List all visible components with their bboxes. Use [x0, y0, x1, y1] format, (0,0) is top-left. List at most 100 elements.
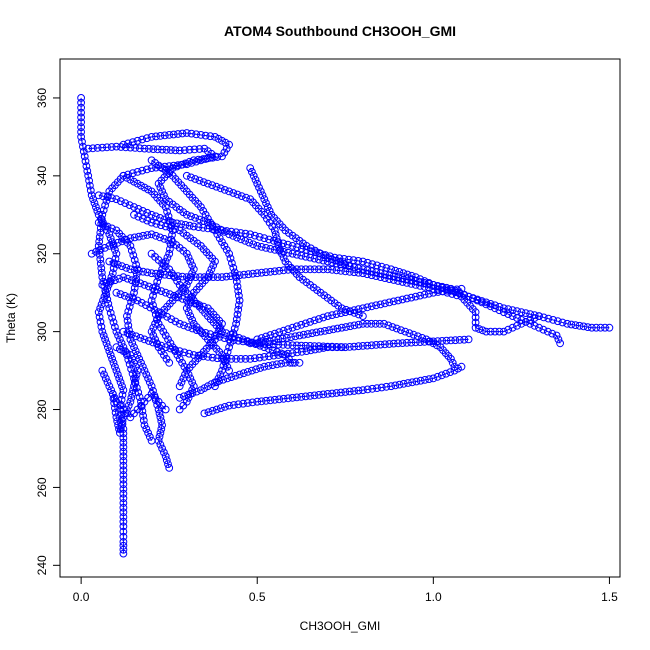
- data-point: [387, 382, 396, 391]
- data-point: [216, 370, 225, 379]
- data-point: [117, 339, 126, 348]
- data-point: [266, 331, 275, 339]
- data-point: [147, 269, 156, 278]
- data-point: [275, 395, 284, 404]
- data-point: [367, 341, 376, 350]
- x-tick-label: 1.5: [601, 590, 618, 604]
- data-point: [372, 272, 381, 281]
- data-point: [306, 265, 315, 274]
- data-point: [102, 279, 111, 288]
- data-point: [563, 319, 572, 328]
- data-point: [375, 319, 384, 328]
- data-point: [239, 399, 248, 408]
- x-tick-label: 0.0: [73, 590, 90, 604]
- data-point: [323, 312, 332, 321]
- data-point: [164, 460, 172, 469]
- data-point: [266, 245, 275, 253]
- data-point: [363, 258, 372, 267]
- data-point: [222, 227, 231, 235]
- data-point: [153, 145, 162, 154]
- data-point: [113, 260, 122, 269]
- data-point: [221, 358, 230, 367]
- data-point: [92, 247, 100, 256]
- data-point: [162, 145, 171, 154]
- data-point: [145, 378, 154, 387]
- data-point: [199, 207, 208, 215]
- data-point: [341, 388, 350, 396]
- data-point: [350, 309, 359, 317]
- data-point: [158, 145, 167, 154]
- data-point: [287, 333, 295, 342]
- data-point: [491, 327, 499, 336]
- data-point: [100, 370, 108, 379]
- data-point: [553, 317, 562, 326]
- data-point: [332, 389, 341, 397]
- data-point: [156, 132, 165, 140]
- data-point: [84, 144, 93, 153]
- data-point: [416, 376, 425, 385]
- data-point: [116, 290, 125, 299]
- data-point: [212, 378, 221, 387]
- data-point: [387, 265, 396, 274]
- data-point: [82, 162, 91, 171]
- data-point: [119, 452, 128, 461]
- data-point: [310, 265, 319, 274]
- data-point: [102, 339, 111, 348]
- data-point: [132, 270, 141, 278]
- data-point: [96, 245, 105, 254]
- data-point: [119, 494, 128, 503]
- data-point: [103, 378, 112, 387]
- data-point: [128, 390, 137, 398]
- data-point: [420, 282, 429, 291]
- data-point: [103, 222, 112, 231]
- data-point: [116, 378, 125, 387]
- data-point: [184, 308, 193, 317]
- data-point: [122, 235, 131, 244]
- data-point: [256, 341, 265, 350]
- data-point: [143, 134, 151, 143]
- data-point: [302, 242, 311, 250]
- data-point: [162, 355, 171, 363]
- data-series: [130, 210, 234, 375]
- data-point: [293, 250, 301, 259]
- data-point: [230, 324, 239, 333]
- data-point: [119, 503, 128, 512]
- x-axis: 0.0 0.5 1.0 1.5: [73, 576, 618, 604]
- data-point: [389, 276, 398, 284]
- y-tick-label: 300: [35, 321, 49, 341]
- data-point: [154, 273, 163, 282]
- data-point: [128, 339, 137, 348]
- data-point: [262, 244, 270, 252]
- data-point: [227, 227, 236, 236]
- data-point: [385, 340, 394, 348]
- data-point: [110, 393, 119, 402]
- data-point: [239, 335, 248, 344]
- data-point: [273, 360, 281, 369]
- data-point: [425, 283, 433, 292]
- data-point: [389, 297, 398, 306]
- data-point: [381, 340, 389, 349]
- data-point: [377, 383, 386, 392]
- data-point: [214, 374, 223, 383]
- data-point: [288, 323, 297, 332]
- data-point: [223, 362, 232, 371]
- data-point: [403, 279, 411, 287]
- data-point: [233, 310, 242, 319]
- data-point: [455, 336, 464, 344]
- data-point: [130, 210, 138, 219]
- data-point: [344, 255, 353, 264]
- data-point: [173, 277, 182, 285]
- data-point: [297, 320, 306, 329]
- data-point: [337, 343, 345, 351]
- data-point: [151, 231, 160, 240]
- data-point: [274, 242, 283, 250]
- y-axis: 240 260 280 300 320 340 360: [35, 88, 61, 575]
- data-point: [253, 269, 262, 278]
- data-point: [363, 270, 372, 279]
- data-point: [140, 335, 149, 344]
- data-point: [274, 335, 283, 344]
- data-point: [118, 237, 126, 246]
- data-series: [98, 366, 170, 422]
- data-point: [270, 395, 279, 404]
- data-point: [129, 251, 138, 260]
